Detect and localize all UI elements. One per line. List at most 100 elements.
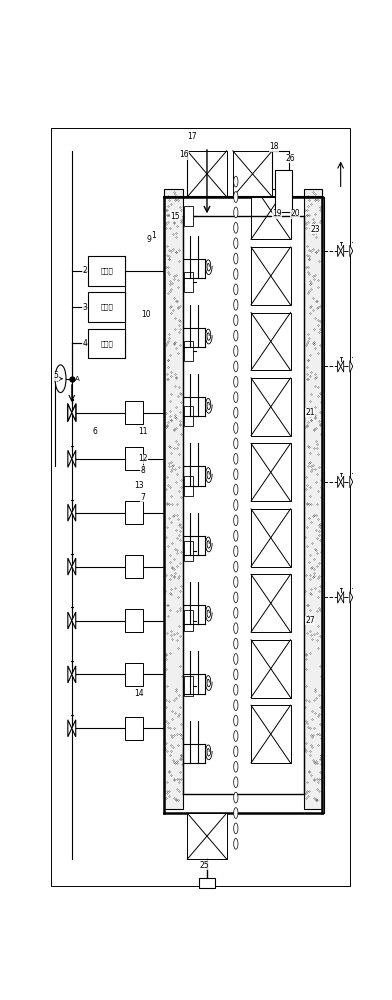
Polygon shape <box>341 476 344 488</box>
Polygon shape <box>338 361 341 372</box>
Polygon shape <box>72 666 76 683</box>
Bar <box>125 663 143 686</box>
Text: A: A <box>75 376 80 382</box>
Text: 23: 23 <box>310 225 319 234</box>
Circle shape <box>234 823 238 834</box>
Text: 9: 9 <box>147 235 152 244</box>
Circle shape <box>234 838 238 849</box>
Circle shape <box>234 207 238 218</box>
Polygon shape <box>72 612 76 629</box>
Polygon shape <box>353 245 356 257</box>
Polygon shape <box>72 720 76 737</box>
Polygon shape <box>341 361 344 372</box>
Bar <box>304 189 322 809</box>
Polygon shape <box>341 245 344 257</box>
Bar <box>251 443 290 501</box>
Bar <box>125 401 143 424</box>
Circle shape <box>234 638 238 649</box>
Circle shape <box>234 484 238 495</box>
Circle shape <box>234 515 238 526</box>
Bar <box>272 151 289 189</box>
Circle shape <box>234 792 238 803</box>
Circle shape <box>234 561 238 572</box>
Polygon shape <box>72 504 76 521</box>
Circle shape <box>234 222 238 233</box>
Bar <box>165 189 183 809</box>
Polygon shape <box>68 504 72 521</box>
Circle shape <box>234 669 238 680</box>
Circle shape <box>234 577 238 587</box>
Text: 18: 18 <box>269 142 279 151</box>
Text: 5: 5 <box>53 371 58 380</box>
Polygon shape <box>353 476 356 488</box>
Circle shape <box>234 315 238 326</box>
Bar <box>233 151 272 197</box>
Text: 过滤器: 过滤器 <box>100 268 113 274</box>
Bar <box>251 574 290 632</box>
Circle shape <box>234 407 238 418</box>
Text: 25: 25 <box>199 861 209 870</box>
Bar <box>184 206 193 226</box>
Text: 14: 14 <box>134 689 143 698</box>
Circle shape <box>234 731 238 741</box>
Bar <box>184 341 193 361</box>
Polygon shape <box>68 720 72 737</box>
Polygon shape <box>338 592 341 603</box>
Circle shape <box>234 592 238 603</box>
Circle shape <box>234 330 238 341</box>
Bar <box>251 312 290 370</box>
Polygon shape <box>338 476 341 488</box>
Polygon shape <box>350 361 353 372</box>
Polygon shape <box>350 245 353 257</box>
Polygon shape <box>350 476 353 488</box>
Bar <box>251 509 290 567</box>
Polygon shape <box>72 450 76 467</box>
Circle shape <box>55 365 66 393</box>
Text: 17: 17 <box>187 132 197 141</box>
Polygon shape <box>353 592 356 603</box>
Circle shape <box>234 777 238 788</box>
Text: 20: 20 <box>290 209 300 218</box>
Circle shape <box>234 607 238 618</box>
Bar <box>125 609 143 632</box>
Circle shape <box>234 238 238 249</box>
Text: 21: 21 <box>305 408 315 417</box>
Text: 8: 8 <box>141 466 145 475</box>
Circle shape <box>234 469 238 480</box>
Bar <box>125 717 143 740</box>
Bar <box>89 329 125 358</box>
Text: 13: 13 <box>134 481 143 490</box>
Bar <box>275 170 292 212</box>
Bar <box>184 676 193 696</box>
Circle shape <box>234 299 238 310</box>
Bar <box>251 182 290 239</box>
Bar <box>200 878 214 888</box>
Circle shape <box>234 715 238 726</box>
Circle shape <box>234 654 238 664</box>
Bar <box>251 247 290 305</box>
Polygon shape <box>353 361 356 372</box>
Circle shape <box>234 623 238 634</box>
Text: 27: 27 <box>305 616 315 625</box>
Text: 15: 15 <box>170 212 180 221</box>
Bar <box>184 610 193 631</box>
Circle shape <box>234 423 238 433</box>
Bar <box>251 640 290 698</box>
Polygon shape <box>67 403 72 422</box>
Bar <box>184 541 193 561</box>
Circle shape <box>234 346 238 356</box>
Polygon shape <box>72 558 76 575</box>
Bar <box>125 555 143 578</box>
Text: 冷却器: 冷却器 <box>100 304 113 310</box>
Polygon shape <box>350 592 353 603</box>
Text: 19: 19 <box>272 209 282 218</box>
Bar <box>89 292 125 322</box>
Circle shape <box>234 453 238 464</box>
Bar <box>251 705 290 763</box>
Text: 16: 16 <box>180 150 189 159</box>
Text: 6: 6 <box>92 427 97 436</box>
Bar <box>184 272 193 292</box>
Text: 12: 12 <box>138 454 148 463</box>
Circle shape <box>234 376 238 387</box>
Bar <box>187 813 227 859</box>
